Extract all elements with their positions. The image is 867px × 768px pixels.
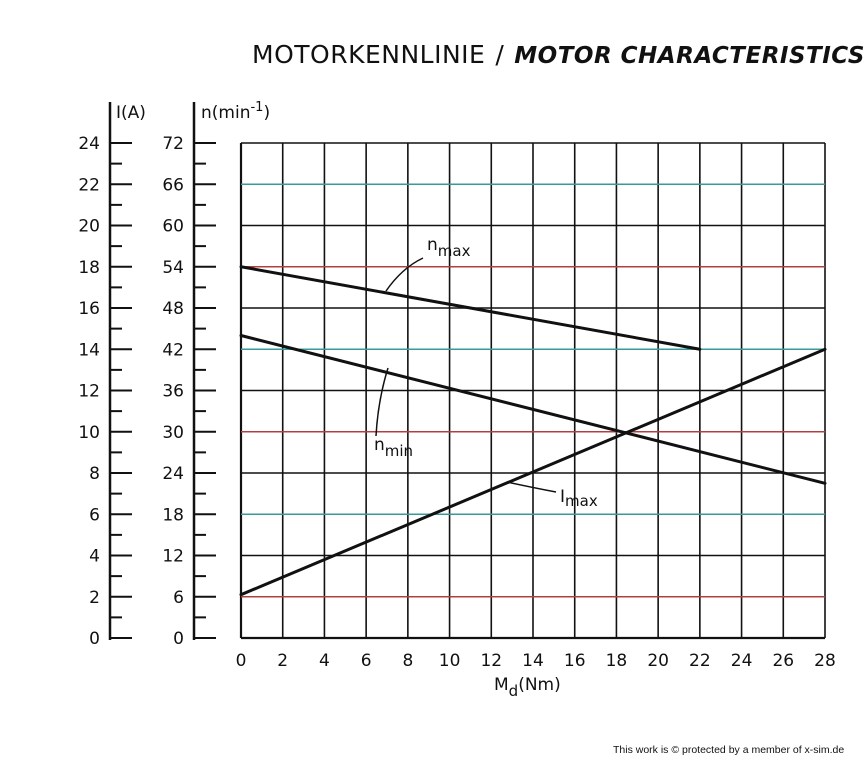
current-axis-tick-label: 0 <box>89 629 100 649</box>
series-label-nmax-main: n <box>427 235 438 255</box>
series-label-imax-main: I <box>560 487 565 507</box>
chart-title-de: MOTORKENNLINIE <box>252 40 486 69</box>
speed-axis-tick-label: 18 <box>162 505 184 525</box>
series <box>239 265 827 597</box>
current-axis-tick-label: 16 <box>78 299 100 319</box>
svg-text:nmin: nmin <box>374 435 413 460</box>
current-axis-tick-label: 20 <box>78 217 100 237</box>
x-axis-tick-label: 18 <box>606 651 628 671</box>
current-axis-tick-label: 10 <box>78 423 100 443</box>
current-axis-tick-label: 12 <box>78 382 100 402</box>
speed-axis-tick-label: 24 <box>162 464 184 484</box>
x-axis-tick-label: 6 <box>361 651 372 671</box>
x-axis-tick-label: 24 <box>731 651 753 671</box>
x-axis-tick-label: 2 <box>277 651 288 671</box>
speed-axis-label: n(min-1) <box>201 100 270 123</box>
speed-axis-label-base: n(min <box>201 103 250 123</box>
speed-axis-tick-label: 60 <box>162 217 184 237</box>
series-line-nmax <box>239 265 702 351</box>
current-axis-label: I(A) <box>116 103 146 123</box>
x-axis-tick-label: 0 <box>236 651 247 671</box>
series-label-imax-sub: max <box>565 492 598 510</box>
x-axis-label: Md(Nm) <box>494 675 561 700</box>
tick-labels: 0246810121416182022240612182430364248546… <box>78 134 835 671</box>
speed-axis-tick-label: 6 <box>173 588 184 608</box>
series-label-nmax-sub: max <box>438 242 471 260</box>
series-line-nmin <box>239 334 827 485</box>
x-axis-tick-label: 20 <box>647 651 669 671</box>
current-axis-tick-label: 14 <box>78 340 100 360</box>
chart-title: MOTORKENNLINIE / MOTOR CHARACTERISTICS <box>252 40 865 69</box>
speed-axis-tick-label: 48 <box>162 299 184 319</box>
x-axis-tick-label: 8 <box>402 651 413 671</box>
grid <box>239 142 826 640</box>
svg-text:Imax: Imax <box>560 487 598 510</box>
current-axis-tick-label: 6 <box>89 505 100 525</box>
current-axis-tick-label: 8 <box>89 464 100 484</box>
x-axis-label-unit: (Nm) <box>518 675 561 695</box>
speed-axis-label-exp: -1 <box>250 100 263 115</box>
series-line-imax <box>239 347 827 597</box>
speed-axis-tick-label: 72 <box>162 134 184 154</box>
tick-marks <box>110 142 216 639</box>
series-label-imax: Imax <box>506 481 598 510</box>
speed-axis-label-close: ) <box>263 103 270 123</box>
speed-axis-tick-label: 66 <box>162 175 184 195</box>
x-axis-label-sub: d <box>509 682 519 700</box>
speed-axis-tick-label: 54 <box>162 258 184 278</box>
chart-title-separator: / <box>495 40 505 69</box>
x-axis-tick-label: 12 <box>480 651 502 671</box>
current-axis-tick-label: 18 <box>78 258 100 278</box>
series-label-nmin-main: n <box>374 435 385 455</box>
x-axis-tick-label: 16 <box>564 651 586 671</box>
speed-axis-tick-label: 0 <box>173 629 184 649</box>
x-axis-tick-label: 14 <box>522 651 544 671</box>
current-axis-tick-label: 4 <box>89 547 100 567</box>
axes <box>108 102 196 640</box>
x-axis-tick-label: 26 <box>772 651 794 671</box>
copyright-note: This work is © protected by a member of … <box>613 744 845 756</box>
leader-imax <box>506 481 557 493</box>
current-axis-tick-label: 24 <box>78 134 100 154</box>
current-axis-tick-label: 22 <box>78 175 100 195</box>
leader-nmin <box>375 367 389 437</box>
leader-nmax <box>385 257 424 292</box>
x-axis-tick-label: 10 <box>439 651 461 671</box>
x-axis-tick-label: 22 <box>689 651 711 671</box>
speed-axis-tick-label: 12 <box>162 547 184 567</box>
series-label-nmin: nmin <box>374 367 413 460</box>
speed-axis-tick-label: 36 <box>162 382 184 402</box>
x-axis-tick-label: 4 <box>319 651 330 671</box>
series-label-nmin-sub: min <box>385 442 413 460</box>
chart-title-area: MOTORKENNLINIE / MOTOR CHARACTERISTICS <box>0 40 867 80</box>
series-label-nmax: nmax <box>385 235 471 292</box>
x-axis-tick-label: 28 <box>814 651 836 671</box>
svg-text:nmax: nmax <box>427 235 471 260</box>
chart-title-en: MOTOR CHARACTERISTICS <box>514 43 865 69</box>
speed-axis-tick-label: 30 <box>162 423 184 443</box>
current-axis-tick-label: 2 <box>89 588 100 608</box>
speed-axis-tick-label: 42 <box>162 340 184 360</box>
x-axis-label-base: M <box>494 675 509 695</box>
